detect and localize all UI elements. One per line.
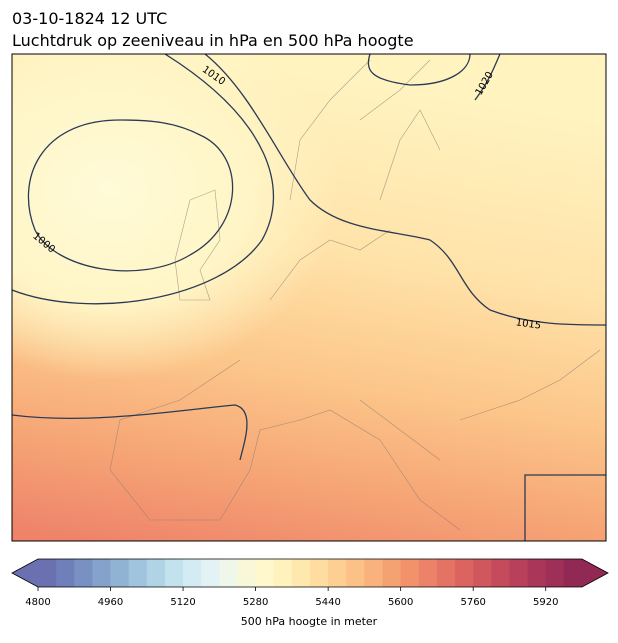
- colorbar-tick-label: 4960: [98, 597, 123, 608]
- colorbar-segment: [110, 559, 130, 587]
- colorbar-segment: [255, 559, 275, 587]
- colorbar-segment: [509, 559, 529, 587]
- map: 1010 1020 1000 1015: [12, 54, 606, 541]
- height-field: [12, 54, 340, 380]
- colorbar-segment: [455, 559, 474, 587]
- colorbar-extend-high: [582, 559, 608, 587]
- colorbar-segment: [56, 559, 75, 587]
- colorbar-tick-label: 5600: [388, 597, 413, 608]
- colorbar-segment: [128, 559, 148, 587]
- colorbar-segment: [545, 559, 565, 587]
- colorbar-outline: [11, 558, 609, 588]
- colorbar-segment: [183, 559, 202, 587]
- contour-label: 1015: [515, 317, 542, 331]
- colorbar-tick-label: 5120: [170, 597, 195, 608]
- colorbar-segment: [201, 559, 220, 587]
- colorbar-segment: [38, 559, 57, 587]
- colorbar-segment: [473, 559, 492, 587]
- colorbar-segment: [400, 559, 420, 587]
- colorbar-tick-label: 5280: [243, 597, 268, 608]
- colorbar-segment: [328, 559, 347, 587]
- map-frame: [11, 53, 607, 542]
- subtitle: Luchtdruk op zeeniveau in hPa en 500 hPa…: [12, 31, 414, 50]
- colorbar: 4800 4960 5120 5280 5440 5600 5760 5920: [11, 558, 609, 608]
- colorbar-segment: [364, 559, 384, 587]
- colorbar-segment: [164, 559, 184, 587]
- colorbar-tick-label: 4800: [25, 597, 50, 608]
- colorbar-segment: [310, 559, 329, 587]
- colorbar-segment: [237, 559, 257, 587]
- colorbar-segment: [418, 559, 438, 587]
- colorbar-label: 500 hPa hoogte in meter: [241, 615, 378, 628]
- colorbar-segment: [291, 559, 311, 587]
- colorbar-extend-low: [12, 559, 38, 587]
- coastlines: [109, 59, 601, 531]
- colorbar-segment: [219, 559, 238, 587]
- colorbar-segment: [563, 559, 583, 587]
- colorbar-tick-label: 5440: [315, 597, 340, 608]
- colorbar-tick-label: 5760: [460, 597, 485, 608]
- colorbar-segment: [146, 559, 166, 587]
- colorbar-tick-label: 5920: [533, 597, 558, 608]
- colorbar-segment: [382, 559, 402, 587]
- title: 03-10-1824 12 UTC: [12, 9, 167, 28]
- colorbar-segment: [436, 559, 456, 587]
- colorbar-segment: [273, 559, 293, 587]
- colorbar-segment: [346, 559, 365, 587]
- colorbar-segment: [527, 559, 547, 587]
- isobars: [12, 54, 606, 541]
- colorbar-segment: [491, 559, 510, 587]
- colorbar-segment: [92, 559, 112, 587]
- colorbar-segment: [74, 559, 93, 587]
